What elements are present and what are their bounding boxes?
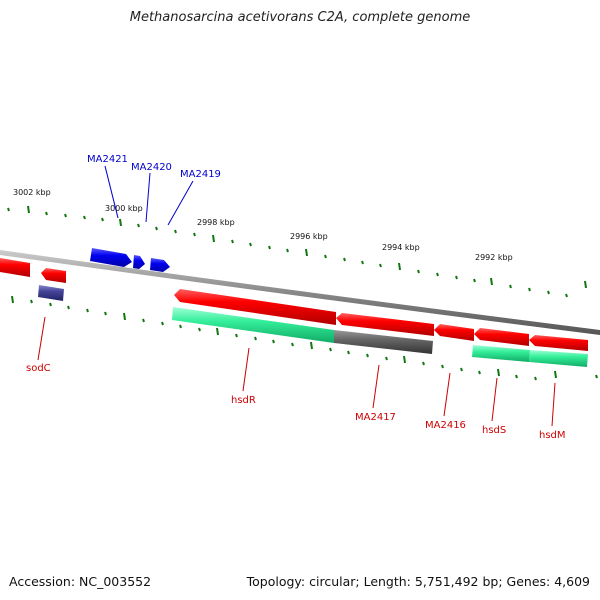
leader-sodc [37, 316, 46, 361]
cds-feature-hsdm[interactable] [529, 350, 588, 367]
label-hsdr[interactable]: hsdR [231, 395, 256, 406]
leader-ma2417 [372, 364, 380, 409]
gene-sodc-neighbor[interactable] [41, 268, 66, 283]
accession-text: Accession: NC_003552 [9, 574, 152, 589]
scale-label-3000: 3000 kbp [105, 204, 143, 213]
scale-label-2994: 2994 kbp [382, 243, 420, 252]
outer-tick-ring [7, 205, 587, 298]
gene-ma2416[interactable] [434, 324, 474, 341]
label-ma2416[interactable]: MA2416 [425, 420, 466, 431]
label-ma2420[interactable]: MA2420 [131, 162, 172, 173]
leader-hsdm [551, 382, 556, 427]
genome-summary-text: Topology: circular; Length: 5,751,492 bp… [246, 574, 590, 589]
label-ma2421[interactable]: MA2421 [87, 154, 128, 165]
leader-ma2416 [443, 372, 451, 417]
cds-feature-sodc[interactable] [38, 285, 64, 301]
scale-label-2996: 2996 kbp [290, 232, 328, 241]
inner-tick-ring [11, 295, 598, 381]
gene-hsds[interactable] [474, 328, 529, 346]
map-title: Methanosarcina acetivorans C2A, complete… [129, 10, 471, 25]
leader-ma2420 [145, 172, 151, 223]
gene-hsdm[interactable] [529, 335, 588, 351]
leader-hsds [491, 377, 498, 422]
genome-backbone [0, 250, 600, 335]
gene-ma2417[interactable] [336, 313, 434, 336]
scale-label-3002: 3002 kbp [13, 188, 51, 197]
scale-label-2998: 2998 kbp [197, 218, 235, 227]
gene-ma2419[interactable] [150, 258, 170, 272]
gene-ma2421[interactable] [90, 248, 132, 267]
cds-feature-hsdr[interactable] [172, 307, 334, 343]
label-sodc[interactable]: sodC [26, 363, 51, 374]
gene-ma2420[interactable] [133, 255, 145, 269]
label-ma2419[interactable]: MA2419 [180, 169, 221, 180]
leader-hsdr [242, 347, 250, 392]
cds-feature-ma2417[interactable] [334, 330, 433, 354]
label-ma2417[interactable]: MA2417 [355, 412, 396, 423]
leader-ma2421 [104, 165, 119, 219]
gene-left-partial[interactable] [0, 258, 30, 277]
leader-ma2419 [167, 180, 194, 226]
cds-feature-hsds[interactable] [472, 345, 530, 362]
scale-label-2992: 2992 kbp [475, 253, 513, 262]
label-hsdm[interactable]: hsdM [539, 430, 566, 441]
gene-hsdr[interactable] [174, 289, 336, 325]
label-hsds[interactable]: hsdS [482, 425, 506, 436]
